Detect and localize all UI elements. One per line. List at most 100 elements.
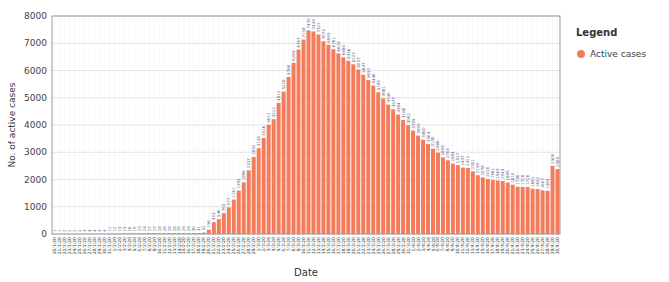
x-grid-line — [84, 16, 85, 234]
x-grid-line — [134, 16, 135, 234]
x-grid-line — [144, 16, 145, 234]
bar — [272, 119, 276, 234]
y-axis-label: No. of active cases — [7, 82, 17, 167]
x-grid-line — [169, 16, 170, 234]
data-label: 5228 — [281, 79, 286, 90]
data-label: 1584 — [545, 178, 550, 189]
bar — [302, 40, 306, 234]
bar — [321, 41, 325, 234]
x-grid-line — [149, 16, 150, 234]
x-grid-line — [198, 16, 199, 234]
x-grid-line — [188, 16, 189, 234]
x-grid-line — [208, 16, 209, 234]
y-axis: 010002000300040005000600070008000 — [24, 11, 47, 239]
bar — [481, 177, 485, 234]
y-grid-line — [52, 152, 560, 153]
bar — [282, 92, 286, 234]
bar — [336, 53, 340, 234]
bar — [406, 125, 410, 234]
bar — [292, 63, 296, 234]
x-axis: 20/1/2021/1/2022/1/2023/1/2024/1/2025/1/… — [52, 237, 560, 254]
legend-label: Active cases — [590, 49, 646, 59]
bar — [456, 165, 460, 234]
x-grid-line — [154, 16, 155, 234]
bar — [551, 166, 555, 234]
bar — [247, 170, 251, 234]
x-grid-line — [183, 16, 184, 234]
bar — [401, 120, 405, 234]
bar — [371, 86, 375, 234]
bars — [52, 30, 559, 234]
x-grid-line — [174, 16, 175, 234]
data-labels: 1122223444411121515161923242727282828282… — [52, 18, 560, 232]
bar — [262, 138, 266, 234]
data-label: 5766 — [286, 64, 291, 75]
x-grid-line — [129, 16, 130, 234]
bar — [366, 80, 370, 234]
bar — [416, 136, 420, 234]
plot-area — [52, 16, 560, 234]
y-grid-line — [52, 70, 560, 71]
x-grid-line — [179, 16, 180, 234]
bar — [242, 182, 246, 234]
bar — [207, 230, 211, 234]
bar — [277, 103, 281, 234]
bar — [227, 207, 231, 234]
bar — [431, 149, 435, 234]
bar — [267, 125, 271, 234]
bar — [237, 191, 241, 234]
bar — [212, 222, 216, 234]
grid — [52, 16, 560, 234]
y-tick-label: 1000 — [24, 202, 47, 212]
x-grid-line — [59, 16, 60, 234]
bar — [476, 175, 480, 234]
bar — [451, 164, 455, 234]
bar — [306, 30, 310, 234]
bar — [516, 187, 520, 234]
x-grid-line — [94, 16, 95, 234]
bar — [361, 75, 365, 234]
bar — [426, 144, 430, 234]
x-grid-line — [99, 16, 100, 234]
x-grid-line — [104, 16, 105, 234]
legend: LegendActive cases — [576, 27, 646, 59]
bar — [386, 105, 390, 234]
x-grid-line — [54, 16, 55, 234]
bar — [331, 49, 335, 234]
bar — [541, 190, 545, 234]
bar — [297, 50, 301, 234]
bar — [356, 69, 360, 234]
bar — [501, 181, 505, 234]
x-grid-line — [218, 16, 219, 234]
bar — [232, 200, 236, 234]
y-tick-label: 7000 — [24, 38, 47, 48]
x-grid-line — [79, 16, 80, 234]
data-label: 2337 — [246, 158, 251, 169]
x-grid-line — [69, 16, 70, 234]
data-label: 3150 — [256, 136, 261, 147]
bar — [311, 31, 315, 234]
bar — [531, 189, 535, 234]
x-grid-line — [64, 16, 65, 234]
bar — [326, 45, 330, 234]
bar — [506, 183, 510, 234]
bar — [381, 98, 385, 234]
y-grid-line — [52, 97, 560, 98]
bar — [461, 168, 465, 234]
x-grid-line — [159, 16, 160, 234]
bar — [222, 213, 226, 234]
bar — [376, 92, 380, 234]
bar — [441, 157, 445, 234]
x-grid-line — [119, 16, 120, 234]
x-grid-line — [89, 16, 90, 234]
x-grid-line — [74, 16, 75, 234]
bar — [287, 77, 291, 234]
plot-frame — [52, 16, 560, 234]
x-grid-line — [139, 16, 140, 234]
legend-marker — [577, 50, 585, 58]
bar — [421, 140, 425, 234]
bar — [316, 34, 320, 234]
bar — [341, 57, 345, 234]
chart: 1122223444411121515161923242727282828282… — [0, 0, 669, 282]
y-grid-line — [52, 125, 560, 126]
